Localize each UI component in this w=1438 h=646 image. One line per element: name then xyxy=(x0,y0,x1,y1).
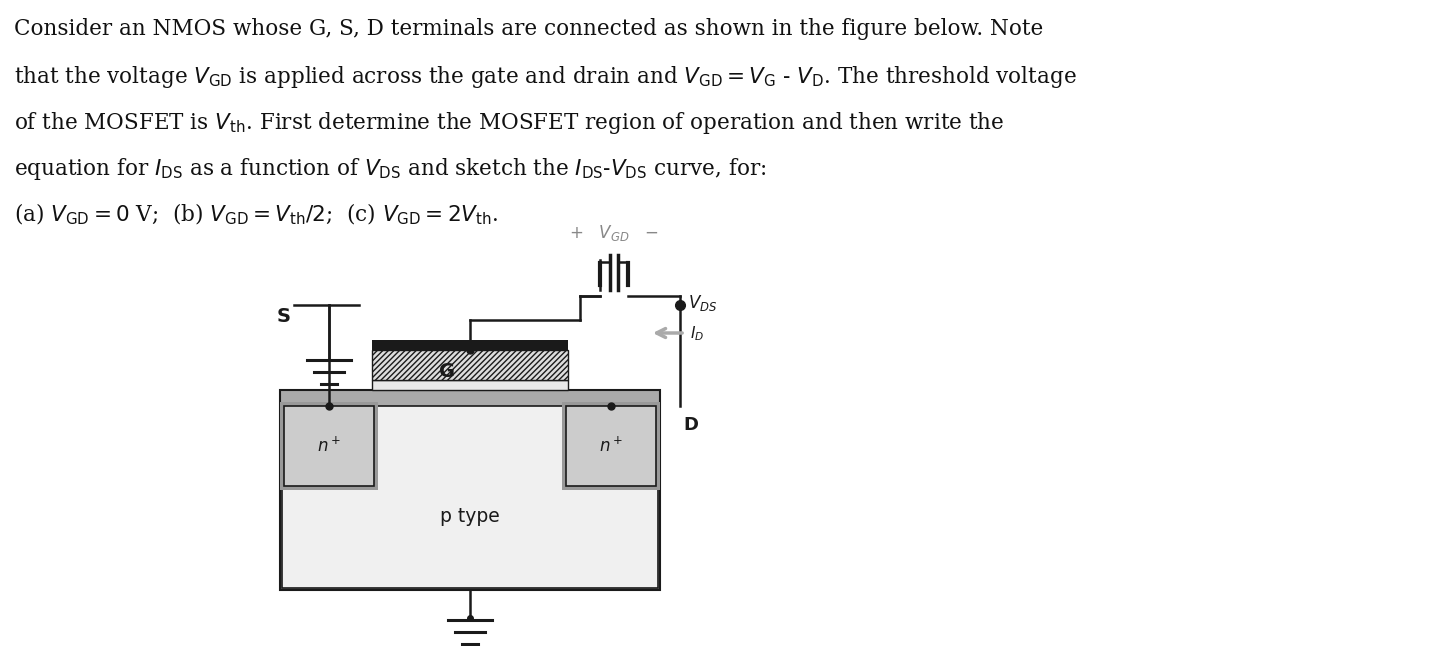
Bar xyxy=(280,402,378,490)
Text: p type: p type xyxy=(440,508,500,526)
Text: equation for $\mathit{I}_{\mathrm{DS}}$ as a function of $\mathit{V}_{\mathrm{DS: equation for $\mathit{I}_{\mathrm{DS}}$ … xyxy=(14,156,766,182)
Text: (a) $\mathit{V}_{\mathrm{GD}} = 0$ V;  (b) $\mathit{V}_{\mathrm{GD}} = \mathit{V: (a) $\mathit{V}_{\mathrm{GD}} = 0$ V; (b… xyxy=(14,202,498,227)
Bar xyxy=(372,350,568,380)
Text: that the voltage $\mathit{V}_{\mathrm{GD}}$ is applied across the gate and drain: that the voltage $\mathit{V}_{\mathrm{GD… xyxy=(14,64,1077,90)
Bar xyxy=(282,406,659,588)
Bar xyxy=(283,406,374,486)
Text: Consider an NMOS whose G, S, D terminals are connected as shown in the figure be: Consider an NMOS whose G, S, D terminals… xyxy=(14,18,1043,40)
Bar xyxy=(372,380,568,390)
Bar xyxy=(282,406,659,588)
Text: $\mathit{V}_{DS}$: $\mathit{V}_{DS}$ xyxy=(687,293,718,313)
Text: D: D xyxy=(683,416,697,434)
Text: S: S xyxy=(278,307,290,326)
Bar xyxy=(562,402,660,490)
Text: +   $\mathit{V}_{GD}$   −: + $\mathit{V}_{GD}$ − xyxy=(569,223,659,243)
Text: of the MOSFET is $\mathit{V}_{\mathrm{th}}$. First determine the MOSFET region o: of the MOSFET is $\mathit{V}_{\mathrm{th… xyxy=(14,110,1004,136)
Text: $\mathit{I}_D$: $\mathit{I}_D$ xyxy=(690,325,705,344)
Text: G: G xyxy=(439,362,454,381)
Bar xyxy=(372,340,568,350)
Text: $n^+$: $n^+$ xyxy=(600,436,623,455)
Bar xyxy=(567,406,656,486)
Text: $n^+$: $n^+$ xyxy=(316,436,341,455)
Bar xyxy=(280,390,660,590)
